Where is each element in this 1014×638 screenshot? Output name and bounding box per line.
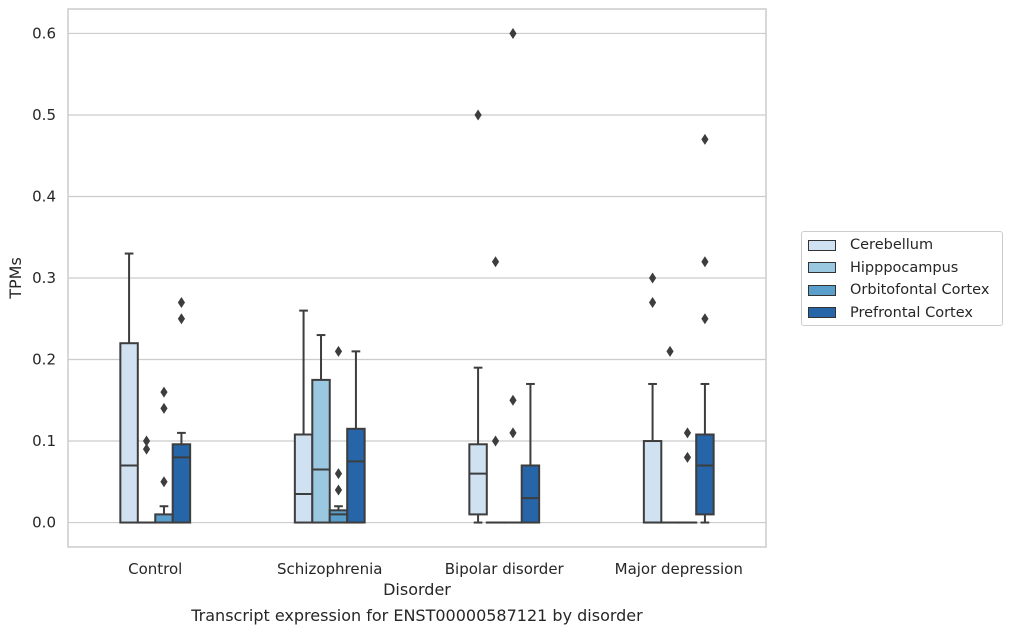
legend-label: Hipppocampus	[850, 260, 958, 276]
box-orbitofontal-cortex	[679, 427, 696, 522]
box-prefrontal-cortex	[522, 384, 539, 523]
legend-item: Hipppocampus	[808, 258, 958, 278]
box-cerebellum	[295, 311, 312, 523]
outlier-point	[666, 346, 673, 357]
x-tick-label: Bipolar disorder	[445, 560, 565, 578]
box-hipppocampus	[312, 335, 329, 522]
box-hipppocampus	[487, 256, 504, 522]
outlier-point	[335, 346, 342, 357]
legend-item: Prefrontal Cortex	[808, 303, 973, 323]
y-tick-label: 0.6	[32, 24, 56, 42]
legend-swatch	[808, 262, 836, 273]
box-prefrontal-cortex	[696, 134, 713, 523]
outlier-point	[701, 313, 708, 324]
box-body	[469, 444, 486, 514]
outlier-point	[143, 444, 150, 455]
legend-swatch	[808, 307, 836, 318]
box-hipppocampus	[138, 436, 155, 523]
outlier-point	[474, 109, 481, 120]
outlier-point	[160, 387, 167, 398]
x-tick-label: Schizophrenia	[277, 560, 382, 578]
box-body	[173, 444, 190, 522]
outlier-point	[684, 427, 691, 438]
outlier-point	[335, 484, 342, 495]
box-prefrontal-cortex	[173, 297, 190, 523]
box-body	[120, 343, 137, 522]
legend-label: Cerebellum	[850, 237, 933, 253]
y-axis-label: TPMs	[6, 257, 25, 300]
legend-label: Prefrontal Cortex	[850, 305, 973, 321]
outlier-point	[335, 468, 342, 479]
legend-item: Cerebellum	[808, 235, 933, 255]
outlier-point	[160, 476, 167, 487]
box-prefrontal-cortex	[347, 351, 364, 522]
x-axis-label: Disorder	[383, 580, 451, 599]
legend-swatch	[808, 240, 836, 251]
box-body	[295, 435, 312, 523]
outlier-point	[684, 452, 691, 463]
x-tick-label: Control	[128, 560, 182, 578]
outlier-point	[178, 313, 185, 324]
y-tick-label: 0.1	[32, 432, 56, 450]
box-body	[312, 380, 329, 523]
y-tick-label: 0.5	[32, 106, 56, 124]
outlier-point	[509, 427, 516, 438]
y-tick-label: 0.0	[32, 514, 56, 532]
box-orbitofontal-cortex	[155, 387, 172, 523]
box-body	[155, 514, 172, 522]
outlier-point	[649, 297, 656, 308]
outlier-point	[509, 395, 516, 406]
legend-swatch	[808, 285, 836, 296]
outlier-point	[492, 436, 499, 447]
box-orbitofontal-cortex	[504, 28, 521, 523]
chart-caption: Transcript expression for ENST0000058712…	[0, 606, 834, 625]
box-cerebellum	[644, 273, 661, 523]
box-hipppocampus	[661, 346, 678, 523]
box-body	[522, 465, 539, 522]
y-tick-label: 0.3	[32, 269, 56, 287]
x-tick-label: Major depression	[615, 560, 743, 578]
outlier-point	[701, 134, 708, 145]
outlier-point	[649, 273, 656, 284]
outlier-point	[160, 403, 167, 414]
outlier-point	[492, 256, 499, 267]
box-body	[330, 510, 347, 522]
y-tick-label: 0.4	[32, 187, 56, 205]
box-cerebellum	[120, 254, 137, 523]
outlier-point	[701, 256, 708, 267]
outlier-point	[509, 28, 516, 39]
legend-label: Orbitofontal Cortex	[850, 282, 989, 298]
box-body	[347, 429, 364, 523]
outlier-point	[178, 297, 185, 308]
box-orbitofontal-cortex	[330, 346, 347, 523]
box-body	[644, 441, 661, 523]
box-cerebellum	[469, 109, 486, 522]
legend: Cerebellum Hipppocampus Orbitofontal Corte…	[801, 231, 1003, 326]
legend-item: Orbitofontal Cortex	[808, 280, 989, 300]
box-layer	[120, 28, 713, 523]
box-body	[696, 435, 713, 515]
y-tick-label: 0.2	[32, 351, 56, 369]
